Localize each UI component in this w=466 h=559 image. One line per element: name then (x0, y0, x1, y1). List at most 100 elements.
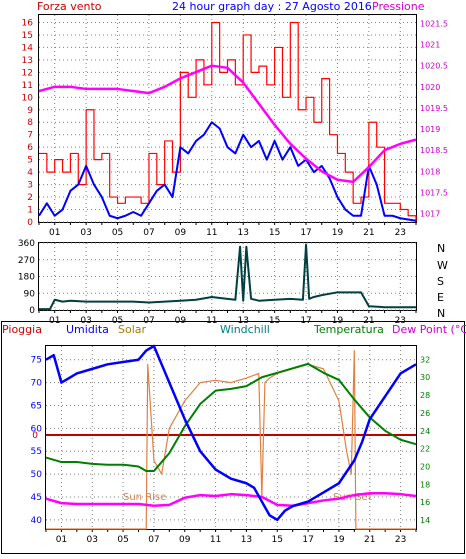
x-tick-label: 15 (269, 228, 280, 238)
graph-title: 24 hour graph day : 27 Agosto 2016 (172, 0, 372, 13)
y-left-tick-label: 60 (31, 424, 43, 434)
pressure-series (38, 64, 417, 184)
umidita-label: Umidita (66, 323, 109, 336)
y-right-tick-label: 1021.5 (420, 19, 448, 28)
y-left-tick-label: 75 (31, 356, 42, 366)
x-tick-label: 11 (206, 228, 217, 238)
compass-w: W (437, 259, 448, 272)
y-tick-label: 360 (18, 239, 35, 249)
y-right-tick-label: 32 (420, 355, 430, 364)
x-tick-label: 17 (300, 316, 311, 326)
y-right-tick-label: 1019.5 (420, 104, 448, 113)
y-left-tick-label: 16 (22, 18, 34, 28)
y-left-tick-label: 9 (27, 106, 33, 116)
rain-zero-label: 0 (32, 431, 38, 441)
x-tick-label: 07 (143, 316, 154, 326)
x-tick-label: 09 (175, 316, 187, 326)
dew-point-label: Dew Point (°C) (392, 323, 466, 336)
x-tick-label: 19 (333, 535, 345, 545)
y-right-tick-label: 1020 (420, 83, 440, 92)
y-right-tick-label: 1018 (420, 167, 440, 176)
compass-s: S (437, 275, 444, 288)
y-left-tick-label: 13 (22, 56, 33, 66)
x-tick-label: 11 (206, 316, 217, 326)
x-tick-label: 05 (112, 228, 123, 238)
x-tick-label: 21 (363, 228, 374, 238)
y-tick-label: 90 (24, 289, 36, 299)
y-left-tick-label: 65 (31, 401, 42, 411)
y-left-tick-label: 50 (31, 470, 43, 480)
x-tick-label: 23 (395, 316, 406, 326)
y-left-tick-label: 8 (27, 118, 33, 128)
x-tick-label: 17 (300, 228, 311, 238)
solar-label: Solar (118, 323, 147, 336)
x-tick-label: 15 (269, 316, 280, 326)
y-left-tick-label: 11 (22, 81, 33, 91)
y-left-tick-label: 1 (27, 206, 33, 216)
y-left-tick-label: 14 (22, 43, 34, 53)
x-tick-label: 01 (56, 535, 67, 545)
x-tick-label: 19 (332, 228, 344, 238)
temperature-series (45, 362, 417, 472)
y-tick-label: 180 (18, 273, 35, 283)
y-left-tick-label: 55 (31, 447, 42, 457)
y-left-tick-label: 10 (22, 93, 34, 103)
y-right-tick-label: 1019 (420, 125, 440, 134)
y-left-tick-label: 3 (27, 181, 33, 191)
y-right-tick-label: 14 (420, 516, 430, 525)
wind-direction-series (39, 243, 416, 311)
y-right-tick-label: 18 (420, 480, 430, 489)
y-left-tick-label: 5 (27, 156, 33, 166)
x-tick-label: 03 (87, 535, 98, 545)
pressure-label: Pressione (372, 0, 425, 13)
chart-marks: 01234567891011121314151610171017.5101810… (18, 15, 448, 545)
y-right-tick-label: 26 (420, 409, 430, 418)
x-tick-label: 05 (112, 316, 123, 326)
humidity-series (45, 344, 417, 522)
y-left-tick-label: 40 (31, 516, 43, 526)
wind-speed-series (38, 121, 417, 222)
y-right-tick-label: 28 (420, 391, 430, 400)
x-tick-label: 23 (395, 535, 406, 545)
x-tick-label: 15 (272, 535, 283, 545)
x-tick-label: 07 (148, 535, 159, 545)
x-tick-label: 07 (143, 228, 154, 238)
windchill-label: Windchill (220, 323, 270, 336)
x-tick-label: 13 (241, 535, 252, 545)
lower-box-frame (1, 321, 465, 554)
sunrise-label: Sun Rise (123, 492, 166, 503)
x-tick-label: 23 (395, 228, 406, 238)
y-left-tick-label: 12 (22, 68, 33, 78)
x-tick-label: 01 (49, 228, 60, 238)
y-tick-label: 0 (29, 306, 35, 316)
y-right-tick-label: 1021 (420, 41, 440, 50)
y-left-tick-label: 45 (31, 493, 42, 503)
x-tick-label: 11 (210, 535, 221, 545)
x-tick-label: 19 (332, 316, 344, 326)
wind-speed-label: Forza vento (37, 0, 102, 13)
x-tick-label: 13 (237, 228, 248, 238)
compass-e: E (437, 291, 444, 304)
x-tick-label: 03 (80, 228, 91, 238)
y-right-tick-label: 30 (420, 373, 430, 382)
x-tick-label: 21 (363, 316, 374, 326)
dew-point-series (45, 492, 417, 508)
y-left-tick-label: 4 (27, 168, 33, 178)
y-left-tick-label: 15 (22, 31, 33, 41)
y-left-tick-label: 2 (27, 193, 33, 203)
y-left-tick-label: 0 (27, 218, 33, 228)
pioggia-label: Pioggia (2, 323, 42, 336)
y-right-tick-label: 24 (420, 427, 430, 436)
y-right-tick-label: 16 (420, 498, 430, 507)
y-right-tick-label: 1018.5 (420, 146, 448, 155)
y-left-tick-label: 6 (27, 143, 33, 153)
compass-n-top: N (437, 242, 445, 255)
y-right-tick-label: 1017 (420, 210, 440, 219)
x-tick-label: 17 (302, 535, 313, 545)
wind-panel-frame (38, 14, 417, 223)
x-tick-label: 09 (175, 228, 187, 238)
x-tick-label: 03 (80, 316, 91, 326)
y-left-tick-label: 7 (27, 131, 33, 141)
y-tick-label: 270 (18, 256, 35, 266)
